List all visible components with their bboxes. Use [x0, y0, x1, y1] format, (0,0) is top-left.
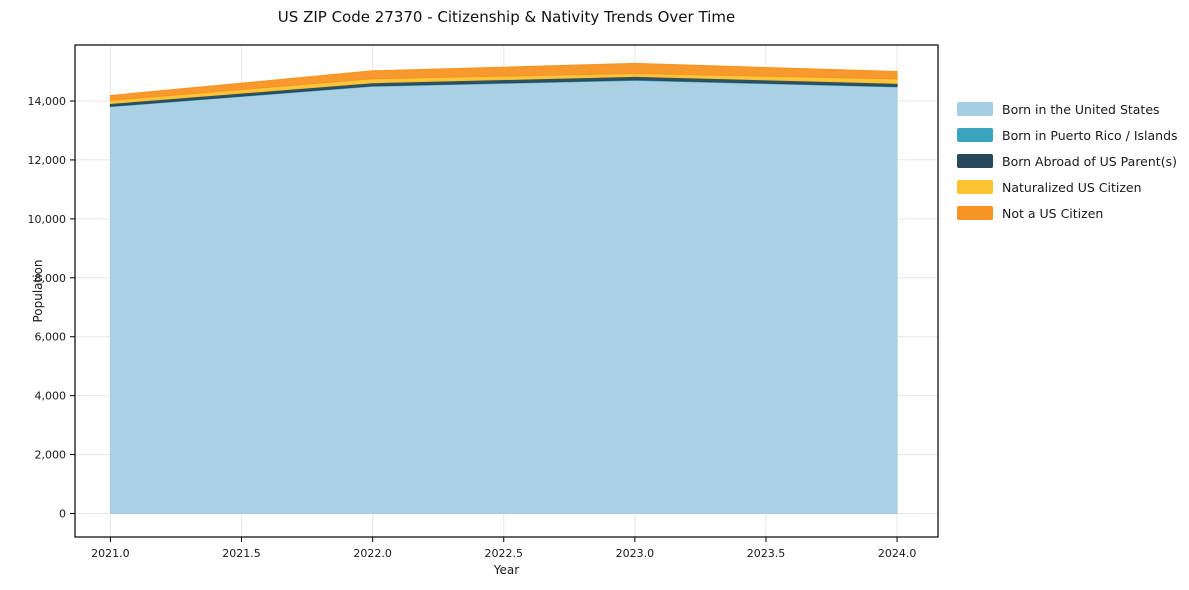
y-tick-label: 2,000 [35, 449, 67, 462]
x-tick-label: 2024.0 [878, 547, 917, 560]
x-tick-label: 2023.0 [616, 547, 655, 560]
legend-label: Naturalized US Citizen [1002, 179, 1142, 195]
legend-swatch [957, 206, 993, 220]
legend-swatch [957, 154, 993, 168]
chart-title: US ZIP Code 27370 - Citizenship & Nativi… [277, 8, 736, 26]
x-tick-label: 2021.0 [91, 547, 130, 560]
legend-label: Born in Puerto Rico / Islands [1002, 127, 1178, 143]
legend-item: Not a US Citizen [957, 205, 1178, 221]
y-tick-label: 6,000 [35, 331, 67, 344]
legend-label: Born Abroad of US Parent(s) [1002, 153, 1177, 169]
y-tick-label: 8,000 [35, 272, 67, 285]
x-tick-label: 2022.5 [484, 547, 523, 560]
legend-swatch [957, 102, 993, 116]
legend-label: Not a US Citizen [1002, 205, 1104, 221]
y-tick-label: 12,000 [28, 154, 67, 167]
x-axis-label: Year [493, 563, 520, 577]
y-tick-label: 14,000 [28, 95, 67, 108]
y-tick-label: 4,000 [35, 390, 67, 403]
plot-border [74, 44, 939, 538]
x-tick-label: 2022.0 [353, 547, 392, 560]
y-axis-label: Population [31, 259, 45, 323]
legend-item: Born in Puerto Rico / Islands [957, 127, 1178, 143]
legend-item: Born in the United States [957, 101, 1178, 117]
legend-label: Born in the United States [1002, 101, 1160, 117]
area-born-in-the-united-states [109, 79, 898, 514]
y-tick-label: 10,000 [28, 213, 67, 226]
y-tick-label: 0 [59, 508, 66, 521]
legend: Born in the United States Born in Puerto … [957, 101, 1178, 221]
legend-swatch [957, 180, 993, 194]
x-tick-label: 2021.5 [222, 547, 261, 560]
legend-item: Born Abroad of US Parent(s) [957, 153, 1178, 169]
x-tick-label: 2023.5 [747, 547, 786, 560]
legend-swatch [957, 128, 993, 142]
legend-item: Naturalized US Citizen [957, 179, 1178, 195]
area-not-a-us-citizen [109, 62, 898, 101]
